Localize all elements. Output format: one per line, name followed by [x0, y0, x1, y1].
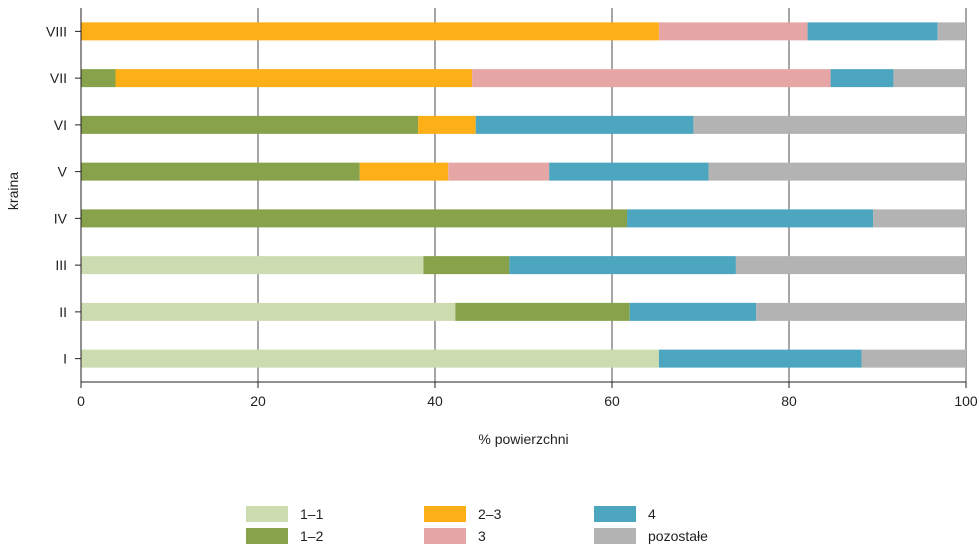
y-tick-label: III [55, 257, 67, 273]
bar-segment [472, 69, 831, 88]
legend-swatch [246, 528, 288, 544]
bar-segment [359, 162, 449, 181]
legend-swatch [594, 528, 636, 544]
bar-segment [658, 349, 862, 368]
bar-segment [627, 209, 874, 228]
bar-segment [658, 22, 808, 41]
legend-item: 4 [594, 504, 656, 524]
legend-label: 3 [478, 528, 486, 544]
x-tick-label: 100 [954, 393, 978, 409]
legend-label: 4 [648, 506, 656, 522]
x-tick-label: 80 [781, 393, 797, 409]
legend: 1–1 1–2 2–3 3 4 pozostałe [246, 504, 806, 548]
legend-swatch [424, 528, 466, 544]
bar-segment [509, 256, 736, 275]
x-tick-label: 40 [427, 393, 443, 409]
y-tick-label: IV [54, 210, 68, 226]
bar-segment [81, 256, 424, 275]
y-tick-label: VII [50, 70, 67, 86]
bar-segment [81, 69, 116, 88]
legend-swatch [246, 506, 288, 522]
bar-segment [81, 209, 628, 228]
bar-segment [937, 22, 966, 41]
bar-segment [81, 349, 659, 368]
legend-item: 2–3 [424, 504, 501, 524]
legend-item: pozostałe [594, 526, 708, 546]
legend-label: 1–1 [300, 506, 324, 522]
bar-segment [448, 162, 550, 181]
legend-item: 3 [424, 526, 486, 546]
bar-segment [81, 115, 419, 134]
y-tick-label: VI [54, 117, 67, 133]
bar-segment [629, 302, 757, 321]
legend-label: 1–2 [300, 528, 324, 544]
bar-segment [893, 69, 966, 88]
bar-segment [115, 69, 473, 88]
x-axis-title: % powierzchni [478, 431, 568, 447]
bars [81, 22, 966, 368]
bar-segment [475, 115, 694, 134]
bar-segment [81, 302, 456, 321]
legend-swatch [424, 506, 466, 522]
bar-segment [549, 162, 709, 181]
bar-segment [423, 256, 510, 275]
bar-segment [418, 115, 476, 134]
bar-segment [830, 69, 894, 88]
x-tick-label: 60 [604, 393, 620, 409]
legend-label: pozostałe [648, 528, 708, 544]
y-tick-label: II [59, 304, 67, 320]
bar-segment [873, 209, 966, 228]
y-tick-label: VIII [46, 23, 67, 39]
bar-segment [708, 162, 966, 181]
x-tick-label: 20 [250, 393, 266, 409]
bar-segment [807, 22, 938, 41]
bar-segment [693, 115, 966, 134]
bar-segment [735, 256, 966, 275]
legend-label: 2–3 [478, 506, 502, 522]
legend-swatch [594, 506, 636, 522]
y-tick-label: V [58, 164, 68, 180]
legend-item: 1–1 [246, 504, 323, 524]
bar-segment [756, 302, 966, 321]
y-axis-title: kraina [5, 172, 21, 210]
bar-segment [81, 22, 659, 41]
bar-segment [861, 349, 966, 368]
x-tick-label: 0 [77, 393, 85, 409]
bar-segment [455, 302, 630, 321]
y-tick-label: I [63, 351, 67, 367]
legend-item: 1–2 [246, 526, 323, 546]
axes [75, 8, 967, 388]
bar-segment [81, 162, 360, 181]
gridlines [257, 8, 967, 382]
